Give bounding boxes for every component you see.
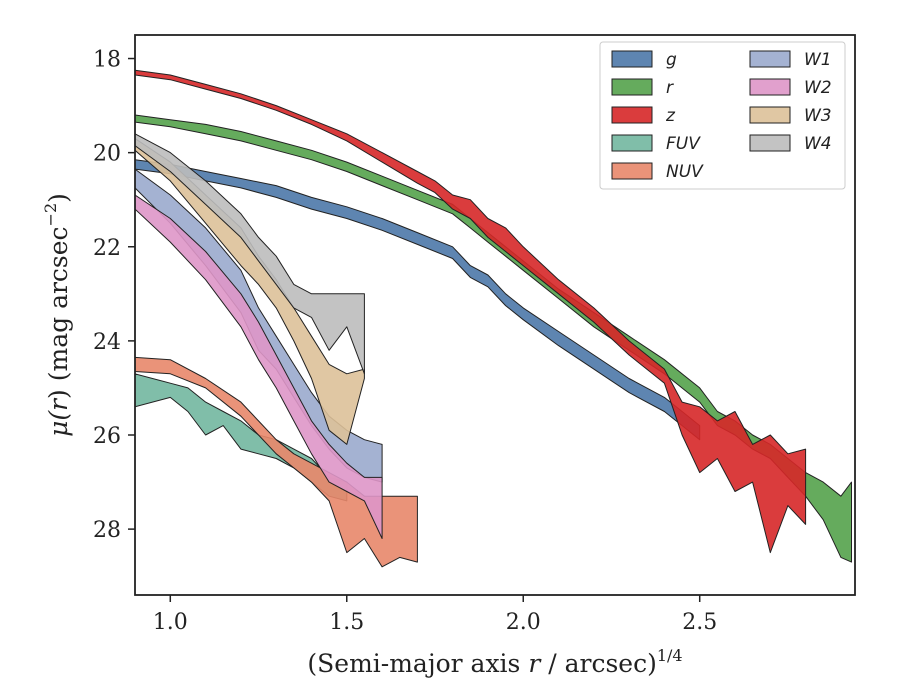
series-band-w2 [135, 194, 383, 539]
y-tick-label: 24 [93, 330, 121, 355]
legend-label-w1: W1 [804, 50, 832, 70]
legend-swatch-w2 [749, 78, 791, 96]
legend: grz FUV NUV W1 W2 W3 W4 [599, 41, 846, 190]
x-tick-label: 1.0 [153, 610, 188, 635]
legend-swatch-r [611, 78, 653, 96]
y-tick-label: 26 [93, 424, 121, 449]
y-axis: 18 20 22 24 26 28 [93, 48, 135, 543]
legend-label-fuv: FUV [666, 134, 701, 154]
legend-label-w3: W3 [804, 106, 832, 126]
plot-frame [134, 34, 856, 596]
legend-label-z: z [665, 106, 676, 126]
x-axis-label: (Semi-major axis r / arcsec)1/4 [307, 646, 682, 678]
series-band-z [135, 69, 807, 554]
legend-swatch-w3 [749, 106, 791, 124]
legend-swatch-nuv [611, 162, 653, 180]
x-tick-label: 2.5 [682, 610, 717, 635]
y-tick-label: 20 [93, 142, 121, 167]
legend-label-w4: W4 [804, 134, 832, 154]
legend-label-g: g [666, 50, 677, 70]
series-band-nuv [135, 356, 418, 568]
legend-swatch-g [611, 50, 653, 68]
legend-swatch-w4 [749, 134, 791, 152]
x-tick-label: 2.0 [506, 610, 541, 635]
series-layer [135, 69, 852, 568]
y-tick-label: 28 [93, 518, 121, 543]
series-band-r [135, 114, 852, 563]
y-tick-label: 22 [93, 236, 121, 261]
legend-label-nuv: NUV [666, 162, 704, 182]
y-axis-label: μ(r) (mag arcsec−2) [41, 193, 73, 437]
legend-label-w2: W2 [804, 78, 832, 98]
legend-swatch-w1 [749, 50, 791, 68]
legend-swatch-fuv [611, 134, 653, 152]
x-tick-label: 1.5 [329, 610, 364, 635]
legend-swatch-z [611, 106, 653, 124]
y-tick-label: 18 [93, 48, 121, 73]
series-band-w4 [135, 133, 365, 375]
legend-label-r: r [666, 78, 674, 98]
x-axis: 1.0 1.5 2.0 2.5 [153, 595, 717, 635]
